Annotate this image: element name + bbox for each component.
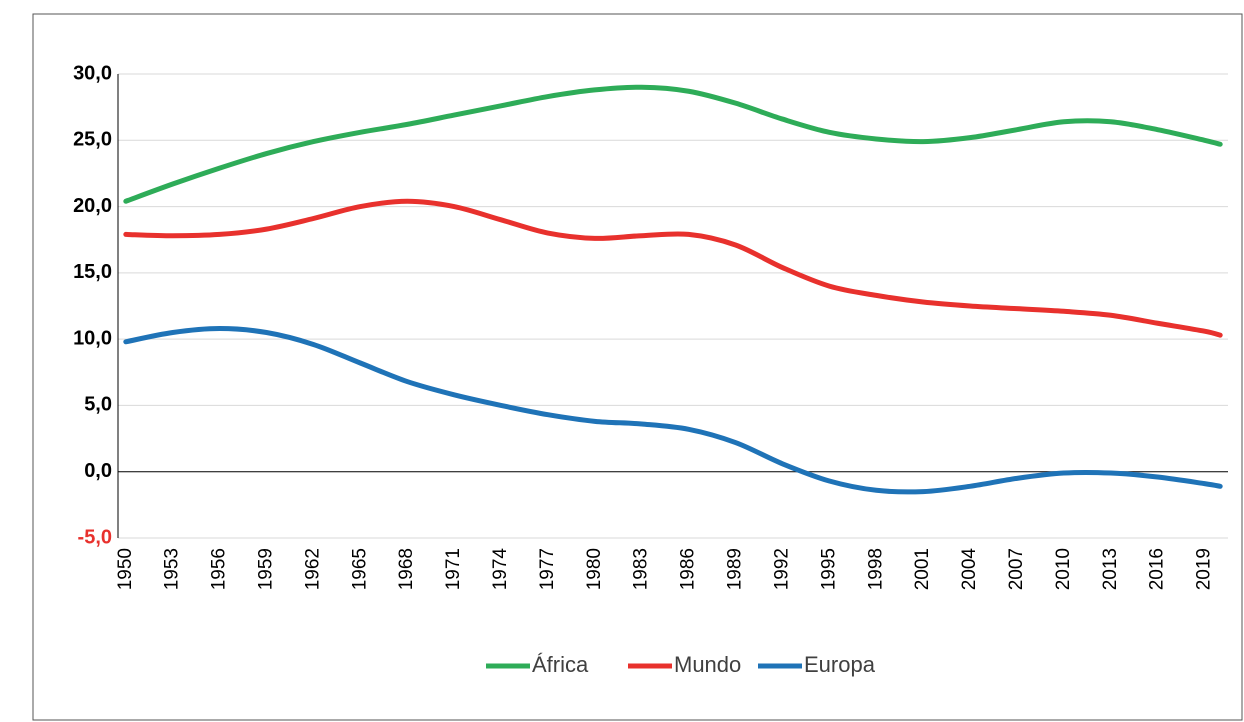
x-tick-label: 2001 xyxy=(912,548,933,590)
x-tick-label: 1986 xyxy=(678,548,699,590)
x-tick-label: 1953 xyxy=(162,548,183,590)
x-tick-label: 1995 xyxy=(818,548,839,590)
x-tick-label: 1989 xyxy=(725,548,746,590)
x-tick-label: 2007 xyxy=(1006,548,1027,590)
y-tick-label: 10,0 xyxy=(73,327,112,349)
y-tick-label: 30,0 xyxy=(73,62,112,84)
x-tick-label: 1977 xyxy=(537,548,558,590)
line xyxy=(123,198,1223,338)
x-tick-label: 1959 xyxy=(256,548,277,590)
x-tick-label: 2013 xyxy=(1100,548,1121,590)
y-tick-label: 25,0 xyxy=(73,129,112,151)
x-tick-label: 1971 xyxy=(443,548,464,590)
x-tick-label: 1980 xyxy=(584,548,605,590)
y-tick-label: -5,0 xyxy=(78,526,112,548)
line xyxy=(123,326,1223,495)
legend-label: África xyxy=(532,652,589,677)
chart-border xyxy=(32,13,1243,721)
x-tick-label: 1962 xyxy=(302,548,323,590)
x-tick-label: 1965 xyxy=(349,548,370,590)
x-tick-label: 1950 xyxy=(115,548,136,590)
x-tick-label: 2016 xyxy=(1147,548,1168,590)
x-tick-label: 1956 xyxy=(209,548,230,590)
line xyxy=(123,84,1223,204)
x-tick-label: 1974 xyxy=(490,548,511,591)
y-tick-label: 20,0 xyxy=(73,195,112,217)
x-tick-label: 1983 xyxy=(631,548,652,590)
x-tick-label: 1992 xyxy=(771,548,792,590)
x-tick-label: 2004 xyxy=(959,548,980,591)
legend-label: Europa xyxy=(804,652,876,677)
y-tick-label: 0,0 xyxy=(84,460,112,482)
x-tick-label: 2010 xyxy=(1053,548,1074,590)
y-tick-label: 15,0 xyxy=(73,261,112,283)
y-tick-label: 5,0 xyxy=(84,394,112,416)
x-tick-label: 2019 xyxy=(1194,548,1215,590)
legend-label: Mundo xyxy=(674,652,741,677)
x-tick-label: 1998 xyxy=(865,548,886,590)
x-tick-label: 1968 xyxy=(396,548,417,590)
